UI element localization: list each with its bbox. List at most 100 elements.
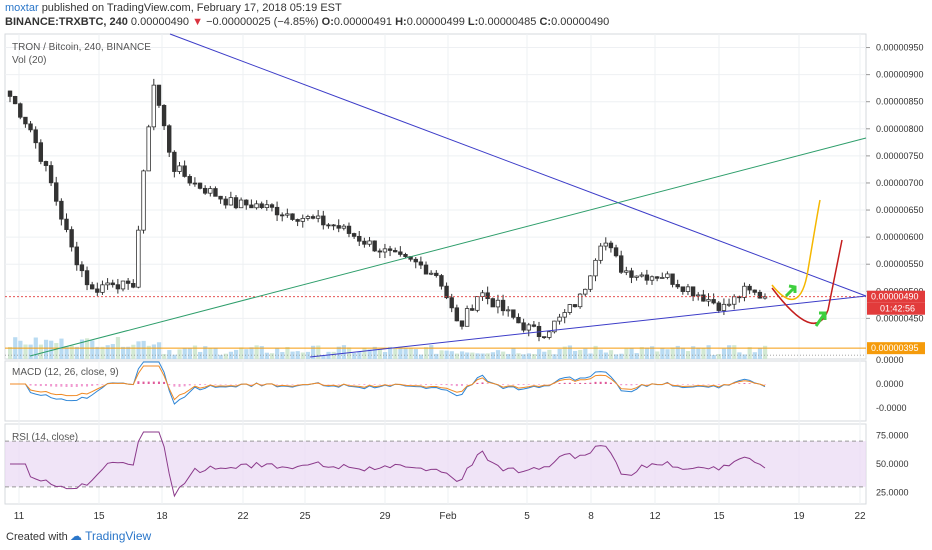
candle-body bbox=[141, 170, 146, 231]
volume-bar bbox=[141, 340, 146, 359]
volume-bar bbox=[69, 345, 74, 359]
tradingview-logo[interactable]: ☁ TradingView bbox=[70, 529, 151, 543]
candle-body bbox=[89, 284, 95, 290]
bullish-forecast bbox=[771, 199, 821, 301]
y-tick-label: 0.00000850 bbox=[876, 97, 924, 107]
rsi-band-fill bbox=[5, 441, 866, 487]
candle-body bbox=[670, 273, 675, 285]
candle-body bbox=[660, 277, 665, 279]
candle-body bbox=[726, 303, 732, 306]
candle-body bbox=[680, 286, 686, 292]
candle-body bbox=[167, 125, 172, 153]
volume-bar bbox=[90, 340, 95, 359]
candle-body bbox=[59, 200, 64, 220]
candle-body bbox=[105, 282, 110, 286]
volume-bar bbox=[316, 345, 321, 359]
candle-body bbox=[418, 261, 424, 266]
candle-body bbox=[156, 84, 162, 106]
volume-bar bbox=[542, 351, 547, 359]
candle-body bbox=[192, 182, 198, 185]
candle-body bbox=[357, 235, 362, 242]
candle-body bbox=[526, 324, 531, 331]
candle-body bbox=[341, 225, 347, 229]
rsi-band bbox=[5, 440, 866, 488]
volume-bar bbox=[531, 354, 537, 359]
volume-bar bbox=[588, 353, 593, 359]
candle-body bbox=[336, 225, 341, 229]
x-tick-label: 22 bbox=[237, 511, 249, 522]
volume-bar bbox=[413, 349, 418, 359]
candle-body bbox=[161, 104, 167, 127]
candle-body bbox=[315, 215, 321, 219]
candle-body bbox=[259, 203, 264, 209]
candle-body bbox=[79, 264, 85, 272]
candle-body bbox=[439, 275, 444, 287]
down-arrow-icon: ▼ bbox=[192, 16, 203, 28]
candle-body bbox=[202, 187, 208, 194]
volume-bar bbox=[650, 346, 655, 359]
rsi-label: RSI (14, close) bbox=[12, 432, 78, 443]
candle-body bbox=[269, 204, 275, 208]
volume-bar bbox=[459, 351, 465, 359]
author-link[interactable]: moxtar bbox=[5, 2, 39, 14]
volume-bar bbox=[429, 345, 434, 359]
volume-bar bbox=[562, 346, 567, 359]
price-label-text: 0.00000395 bbox=[871, 343, 919, 353]
volume-bar bbox=[444, 350, 449, 359]
volume-bar bbox=[680, 347, 686, 359]
candle-body bbox=[634, 275, 639, 278]
candle-body bbox=[531, 324, 537, 327]
candle-body bbox=[475, 296, 480, 311]
y-tick-label: 0.00000450 bbox=[876, 313, 924, 323]
x-tick-label: 12 bbox=[649, 511, 661, 522]
candle-body bbox=[321, 215, 326, 226]
volume-bar bbox=[727, 345, 732, 359]
volume-bar bbox=[685, 351, 691, 359]
candle-body bbox=[331, 224, 336, 227]
rsi-line bbox=[10, 431, 766, 498]
volume-bar bbox=[665, 349, 670, 359]
candle-body bbox=[48, 165, 54, 184]
candle-body bbox=[639, 274, 644, 277]
candle-body bbox=[608, 242, 614, 249]
candle-body bbox=[115, 284, 121, 290]
ohlc-line: BINANCE:TRXBTC, 240 0.00000490 ▼ −0.0000… bbox=[5, 16, 609, 28]
candle-body bbox=[654, 276, 660, 279]
volume-bar bbox=[28, 344, 33, 359]
rsi-tick-label: 50.0000 bbox=[876, 459, 909, 469]
volume-bar bbox=[172, 354, 177, 359]
volume-bar bbox=[449, 351, 454, 359]
candle-body bbox=[434, 272, 439, 276]
cloud-icon: ☁ bbox=[70, 529, 82, 543]
candle-body bbox=[393, 250, 398, 253]
candle-body bbox=[505, 309, 511, 312]
candle-body bbox=[696, 294, 701, 297]
volume-bar bbox=[162, 354, 167, 359]
volume-bar bbox=[547, 349, 552, 359]
macd-panel[interactable] bbox=[4, 360, 867, 422]
x-tick-label: 15 bbox=[93, 511, 105, 522]
created-with-label: Created with bbox=[6, 531, 68, 543]
volume-bar bbox=[619, 353, 624, 359]
candle-body bbox=[742, 285, 747, 298]
x-tick-label: Feb bbox=[439, 511, 457, 522]
candle-body bbox=[613, 247, 619, 257]
candle-body bbox=[382, 248, 388, 253]
high-value: 0.00000499 bbox=[406, 16, 465, 28]
volume-bar bbox=[737, 352, 742, 359]
volume-bar bbox=[439, 350, 444, 359]
candle-body bbox=[716, 302, 721, 311]
candle-body bbox=[146, 126, 151, 172]
volume-bar bbox=[537, 349, 542, 359]
publish-info: published on TradingView.com, February 1… bbox=[41, 2, 342, 14]
green-arrow-icon bbox=[814, 311, 827, 327]
candle-body bbox=[490, 298, 495, 308]
x-tick-label: 8 bbox=[588, 511, 594, 522]
candle-body bbox=[398, 251, 403, 255]
x-tick-label: 19 bbox=[793, 511, 805, 522]
candle-body bbox=[516, 316, 521, 324]
volume-bar bbox=[249, 347, 254, 359]
candle-body bbox=[603, 242, 608, 247]
volume-bar bbox=[377, 349, 382, 359]
chart-canvas[interactable]: 11 15 18 22 25 29 Feb 5 8 12 15 19 22 0.00000950 0.000… bbox=[0, 0, 932, 524]
